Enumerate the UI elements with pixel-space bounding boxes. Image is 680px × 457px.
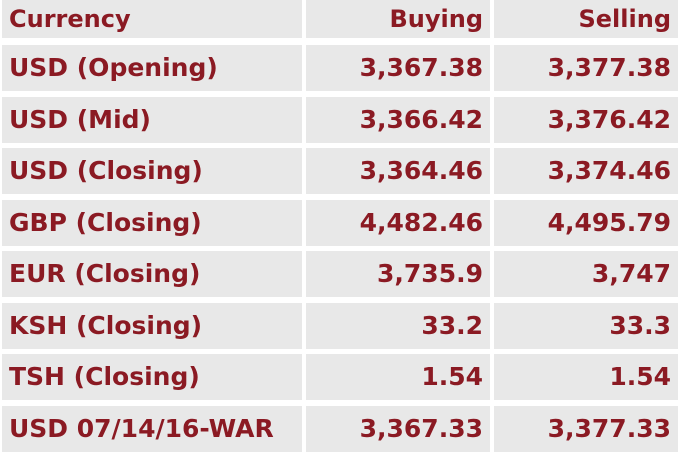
buying-cell: 3,366.42 <box>306 97 490 143</box>
selling-rate: 3,377.38 <box>547 53 671 82</box>
table-row: KSH (Closing) 33.2 33.3 <box>0 303 680 349</box>
selling-cell: 3,376.42 <box>494 97 678 143</box>
table-row: GBP (Closing) 4,482.46 4,495.79 <box>0 200 680 246</box>
selling-cell: 4,495.79 <box>494 200 678 246</box>
selling-cell: 33.3 <box>494 303 678 349</box>
currency-cell: USD 07/14/16-WAR <box>2 406 302 452</box>
buying-rate: 3,367.33 <box>359 414 483 443</box>
currency-name: GBP (Closing) <box>9 208 202 237</box>
header-cell-currency: Currency <box>2 0 302 38</box>
buying-cell: 1.54 <box>306 354 490 400</box>
selling-rate: 1.54 <box>609 362 671 391</box>
buying-rate: 4,482.46 <box>359 208 483 237</box>
currency-cell: GBP (Closing) <box>2 200 302 246</box>
header-currency-label: Currency <box>9 5 131 33</box>
header-cell-selling: Selling <box>494 0 678 38</box>
selling-rate: 3,377.33 <box>547 414 671 443</box>
currency-name: KSH (Closing) <box>9 311 203 340</box>
currency-cell: USD (Opening) <box>2 45 302 91</box>
header-buying-label: Buying <box>389 5 483 33</box>
currency-cell: USD (Mid) <box>2 97 302 143</box>
buying-rate: 1.54 <box>421 362 483 391</box>
header-selling-label: Selling <box>578 5 671 33</box>
buying-rate: 33.2 <box>421 311 483 340</box>
selling-cell: 3,374.46 <box>494 148 678 194</box>
currency-name: USD 07/14/16-WAR <box>9 414 274 443</box>
buying-cell: 3,367.33 <box>306 406 490 452</box>
currency-cell: TSH (Closing) <box>2 354 302 400</box>
buying-cell: 3,364.46 <box>306 148 490 194</box>
currency-name: EUR (Closing) <box>9 259 201 288</box>
table-row: TSH (Closing) 1.54 1.54 <box>0 354 680 400</box>
selling-rate: 3,376.42 <box>547 105 671 134</box>
selling-cell: 1.54 <box>494 354 678 400</box>
buying-rate: 3,735.9 <box>377 259 483 288</box>
currency-name: USD (Closing) <box>9 156 203 185</box>
selling-cell: 3,747 <box>494 251 678 297</box>
buying-cell: 4,482.46 <box>306 200 490 246</box>
buying-rate: 3,366.42 <box>359 105 483 134</box>
buying-cell: 3,367.38 <box>306 45 490 91</box>
table-header-row: Currency Buying Selling <box>0 0 680 38</box>
buying-rate: 3,367.38 <box>359 53 483 82</box>
buying-cell: 33.2 <box>306 303 490 349</box>
table-row: USD (Mid) 3,366.42 3,376.42 <box>0 97 680 143</box>
currency-name: USD (Opening) <box>9 53 218 82</box>
selling-rate: 3,747 <box>591 259 671 288</box>
header-cell-buying: Buying <box>306 0 490 38</box>
buying-cell: 3,735.9 <box>306 251 490 297</box>
selling-rate: 33.3 <box>609 311 671 340</box>
table-row: USD (Opening) 3,367.38 3,377.38 <box>0 45 680 91</box>
selling-cell: 3,377.33 <box>494 406 678 452</box>
selling-cell: 3,377.38 <box>494 45 678 91</box>
currency-cell: KSH (Closing) <box>2 303 302 349</box>
currency-cell: USD (Closing) <box>2 148 302 194</box>
currency-cell: EUR (Closing) <box>2 251 302 297</box>
currency-name: USD (Mid) <box>9 105 151 134</box>
table-row: EUR (Closing) 3,735.9 3,747 <box>0 251 680 297</box>
table-row: USD (Closing) 3,364.46 3,374.46 <box>0 148 680 194</box>
selling-rate: 3,374.46 <box>547 156 671 185</box>
selling-rate: 4,495.79 <box>547 208 671 237</box>
buying-rate: 3,364.46 <box>359 156 483 185</box>
currency-name: TSH (Closing) <box>9 362 200 391</box>
table-row: USD 07/14/16-WAR 3,367.33 3,377.33 <box>0 406 680 452</box>
